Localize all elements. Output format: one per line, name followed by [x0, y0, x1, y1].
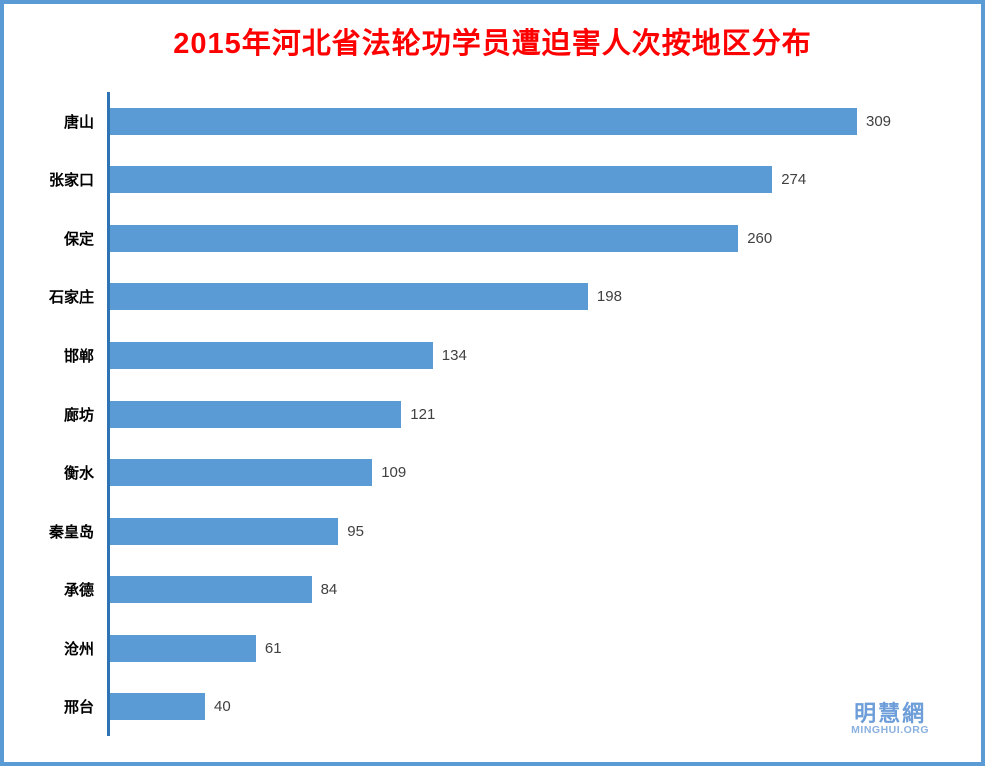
value-label: 40	[214, 698, 231, 716]
category-label: 沧州	[63, 640, 94, 658]
value-label: 260	[747, 229, 773, 247]
bar-row: 唐山 309	[8, 92, 968, 151]
bar-track: 121	[108, 400, 436, 428]
bar	[108, 341, 433, 369]
bar-track: 95	[108, 517, 364, 545]
bar	[108, 107, 857, 135]
category-label: 石家庄	[48, 289, 94, 307]
minghui-watermark: 明慧網 MINGHUI.ORG	[851, 702, 929, 736]
value-label: 309	[866, 112, 892, 130]
category-label: 廊坊	[63, 406, 94, 424]
bar-track: 309	[108, 107, 892, 135]
category-label: 秦皇岛	[48, 523, 94, 541]
bar-row: 邢台 40	[8, 677, 968, 736]
category-label: 承德	[63, 582, 94, 600]
bar	[108, 400, 402, 428]
bar-rows: 唐山 309 张家口 274 保定 260 石家庄 198 邯郸 134 廊坊 121 衡水 109 秦皇岛…	[8, 92, 968, 736]
category-label: 邢台	[63, 699, 94, 717]
bar	[108, 634, 256, 662]
value-label: 198	[596, 288, 622, 306]
bar-row: 石家庄 198	[8, 268, 968, 327]
y-axis-line	[107, 92, 110, 736]
value-label: 274	[781, 171, 807, 189]
bar	[108, 576, 312, 604]
bar-track: 260	[108, 224, 773, 252]
value-label: 84	[320, 581, 338, 599]
value-label: 109	[381, 464, 407, 482]
value-label: 95	[347, 522, 364, 540]
bar	[108, 224, 739, 252]
bar-track: 274	[108, 166, 807, 194]
bar-row: 秦皇岛 95	[8, 502, 968, 561]
bar-track: 40	[108, 693, 231, 721]
value-label: 61	[264, 639, 282, 657]
bar-track: 134	[108, 341, 467, 369]
value-label: 134	[441, 346, 467, 364]
category-label: 邯郸	[63, 347, 94, 365]
bar-row: 衡水 109	[8, 443, 968, 502]
bar	[108, 517, 339, 545]
bar-row: 邯郸 134	[8, 326, 968, 385]
watermark-url-text: MINGHUI.ORG	[851, 723, 929, 736]
bar	[108, 459, 373, 487]
category-label: 衡水	[63, 465, 94, 483]
bar-track: 198	[108, 283, 622, 311]
category-label: 张家口	[48, 172, 94, 190]
bar-row: 承德 84	[8, 560, 968, 619]
bar	[108, 283, 588, 311]
bar-track: 84	[108, 576, 338, 604]
bar	[108, 166, 773, 194]
bar-row: 廊坊 121	[8, 385, 968, 444]
value-label: 121	[410, 405, 436, 423]
chart-title: 2015年河北省法轮功学员遭迫害人次按地区分布	[173, 28, 812, 60]
bar-row: 张家口 274	[8, 151, 968, 210]
bar-row: 沧州 61	[8, 619, 968, 678]
category-label: 唐山	[63, 113, 94, 131]
bar	[108, 693, 205, 721]
bar-track: 61	[108, 634, 282, 662]
watermark-chinese-text: 明慧網	[854, 700, 927, 726]
bar-track: 109	[108, 459, 407, 487]
category-label: 保定	[63, 230, 94, 248]
bar-row: 保定 260	[8, 209, 968, 268]
